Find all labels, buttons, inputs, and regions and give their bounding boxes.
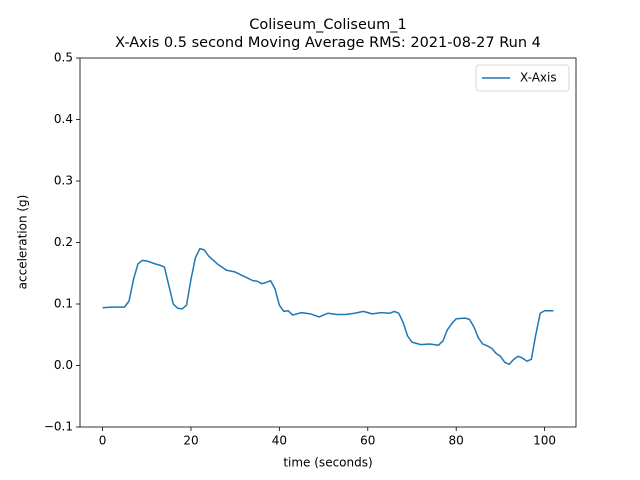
y-tick-label: 0.5: [54, 51, 73, 65]
y-tick-label: −0.1: [44, 420, 73, 434]
chart-title: Coliseum_Coliseum_1: [249, 17, 406, 33]
x-tick-label: 60: [360, 434, 375, 448]
y-tick-label: 0.2: [54, 235, 73, 249]
x-tick-label: 0: [99, 434, 107, 448]
x-tick-label: 80: [449, 434, 464, 448]
y-tick-label: 0.4: [54, 112, 73, 126]
x-tick-label: 100: [533, 434, 556, 448]
chart-subtitle: X-Axis 0.5 second Moving Average RMS: 20…: [115, 35, 541, 51]
y-axis-label: acceleration (g): [16, 195, 30, 290]
x-axis-label: time (seconds): [283, 456, 372, 470]
plot-frame: [79, 57, 577, 428]
data-line: [102, 247, 554, 366]
y-tick-label: 0.3: [54, 174, 73, 188]
y-tick-label: 0.0: [54, 358, 73, 372]
y-tick-label: 0.1: [54, 297, 73, 311]
legend-label: X-Axis: [520, 71, 557, 85]
x-tick-label: 40: [272, 434, 287, 448]
legend-box: [475, 64, 570, 92]
x-tick-label: 20: [183, 434, 198, 448]
